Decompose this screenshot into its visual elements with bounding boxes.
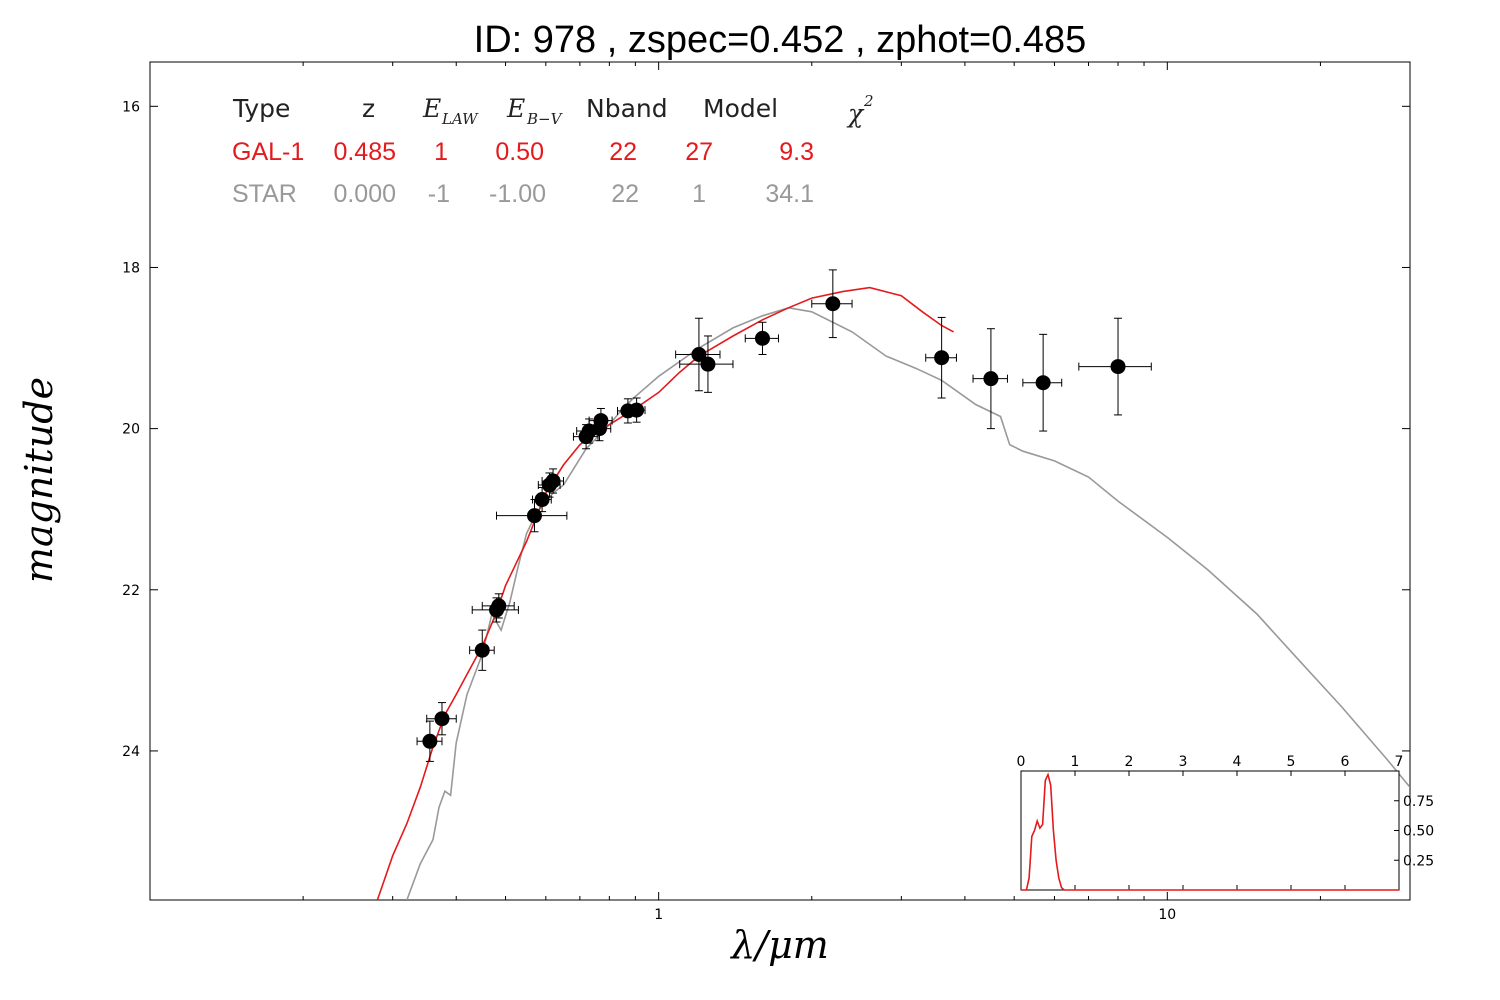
- header-ebv: E: [506, 94, 525, 123]
- galaxy-elaw: 1: [434, 138, 448, 166]
- star-type: STAR: [232, 180, 297, 208]
- header-type: Type: [232, 94, 290, 123]
- photometry-points: [416, 269, 1152, 762]
- inset-x-tick-label: 4: [1233, 754, 1242, 770]
- data-point: [744, 321, 779, 355]
- data-point-marker: [1110, 359, 1126, 375]
- x-axis-label: λ/μm: [729, 923, 829, 967]
- inset-x-tick-label: 2: [1125, 754, 1134, 770]
- data-point: [541, 468, 564, 494]
- galaxy-chi2: 9.3: [779, 138, 814, 166]
- star-model-curve: [406, 306, 1410, 900]
- galaxy-model: 27: [685, 138, 713, 166]
- data-point: [588, 407, 613, 434]
- inset-x-tick-label: 5: [1287, 754, 1296, 770]
- data-point-marker: [983, 371, 999, 387]
- inset-y-tick-label: 0.25: [1403, 853, 1434, 869]
- header-nband: Nband: [586, 94, 668, 123]
- star-ebv: -1.00: [489, 180, 546, 208]
- data-point: [426, 702, 457, 736]
- inset-frame: [1020, 770, 1400, 891]
- inset-x-tick-label: 6: [1341, 754, 1350, 770]
- data-point-marker: [934, 350, 950, 366]
- inset-x-tick-label: 7: [1395, 754, 1404, 770]
- data-point-marker: [825, 296, 841, 312]
- inset-y-tick-label: 0.75: [1403, 794, 1434, 810]
- data-point: [1078, 317, 1152, 416]
- y-tick-label: 24: [122, 744, 140, 760]
- data-point: [1022, 333, 1063, 432]
- galaxy-nband: 22: [609, 138, 637, 166]
- y-tick-label: 16: [122, 99, 140, 115]
- star-elaw: -1: [428, 180, 450, 208]
- data-point-marker: [534, 492, 550, 508]
- y-tick-label: 18: [122, 260, 140, 276]
- chart-title: ID: 978 , zspec=0.452 , zphot=0.485: [474, 19, 1087, 61]
- pdf-curve: [1021, 772, 1399, 891]
- data-point-marker: [1035, 375, 1051, 391]
- redshift-pdf-inset: 0 1 2 3 4 5 6 7 0.25 0.50 0.75: [1017, 754, 1434, 891]
- galaxy-z: 0.485: [333, 138, 396, 166]
- data-point: [627, 397, 646, 423]
- galaxy-ebv: 0.50: [495, 138, 544, 166]
- data-point-marker: [491, 598, 507, 614]
- data-point-marker: [754, 330, 770, 346]
- row-galaxy: GAL-1 0.485 1 0.50 22 27 9.3: [232, 138, 814, 166]
- plot-frame: [149, 61, 1411, 901]
- header-ebv-sub: B−V: [526, 110, 564, 128]
- data-point: [679, 335, 734, 393]
- data-point-marker: [422, 733, 438, 749]
- data-point: [469, 629, 495, 671]
- x-tick-label: 1: [654, 907, 663, 923]
- star-z: 0.000: [333, 180, 396, 208]
- data-point: [675, 317, 721, 392]
- data-point-marker: [434, 711, 450, 727]
- x-tick-label: 10: [1158, 907, 1176, 923]
- galaxy-type: GAL-1: [232, 138, 304, 166]
- data-point: [811, 269, 853, 339]
- galaxy-model-curve: [376, 286, 954, 900]
- header-chi2-sup: 2: [863, 92, 874, 110]
- header-model: Model: [703, 94, 778, 123]
- header-elaw-sub: LAW: [441, 110, 479, 128]
- inset-x-tick-label: 0: [1017, 754, 1026, 770]
- data-point-marker: [691, 346, 707, 362]
- data-point-marker: [593, 413, 609, 429]
- data-point-marker: [526, 508, 542, 524]
- data-point: [532, 486, 552, 513]
- header-chi2: χ: [846, 99, 865, 128]
- inset-y-tick-label: 0.50: [1403, 824, 1434, 840]
- data-point-marker: [474, 642, 490, 658]
- data-point: [972, 328, 1008, 430]
- star-model: 1: [692, 180, 706, 208]
- data-point: [416, 720, 443, 762]
- y-tick-label: 22: [122, 583, 140, 599]
- inset-x-tick-label: 3: [1179, 754, 1188, 770]
- y-axis-label: magnitude: [17, 377, 61, 583]
- fit-table: Type z E LAW E B−V Nband Model χ 2 GAL-1…: [232, 92, 874, 208]
- header-elaw: E: [422, 94, 441, 123]
- inset-x-tick-label: 1: [1071, 754, 1080, 770]
- y-tick-label: 20: [122, 422, 140, 438]
- data-point: [925, 316, 957, 399]
- star-chi2: 34.1: [765, 180, 814, 208]
- data-point-marker: [629, 402, 645, 418]
- star-nband: 22: [611, 180, 639, 208]
- row-star: STAR 0.000 -1 -1.00 22 1 34.1: [232, 180, 814, 208]
- data-point-marker: [700, 356, 716, 372]
- data-point-marker: [545, 473, 561, 489]
- header-z: z: [362, 94, 375, 123]
- data-point: [481, 593, 515, 619]
